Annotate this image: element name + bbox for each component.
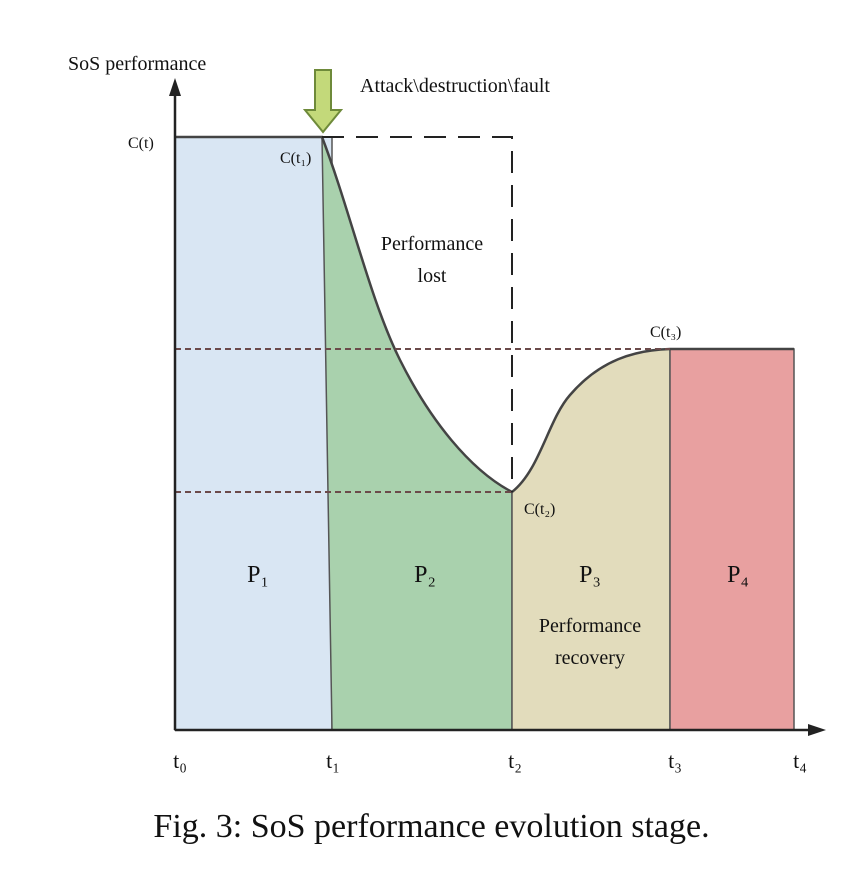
- performance-curve: [175, 135, 794, 494]
- tick-t4: t₄: [793, 748, 807, 773]
- figure-caption: Fig. 3: SoS performance evolution stage.: [153, 808, 710, 845]
- stage-p2-label: P₂: [414, 562, 436, 588]
- event-label: Attack\destruction\fault: [360, 75, 550, 97]
- stage-p1-region: [174, 136, 333, 731]
- level-c-t2-label: C(t₂): [524, 501, 555, 518]
- level-c-t1-label: C(t₁): [280, 150, 311, 167]
- stage-p4-region: [669, 348, 795, 731]
- level-c-t-label: C(t): [128, 135, 154, 152]
- stage-p3-label: P₃: [579, 562, 601, 588]
- performance-stage-diagram: SoS performance Attack\destruction\fault…: [68, 53, 826, 773]
- y-axis-arrowhead: [169, 78, 181, 96]
- performance-recovery-label-line2: recovery: [555, 647, 625, 669]
- baseline-dashed-line: [322, 136, 513, 492]
- y-axis-label: SoS performance: [68, 53, 206, 75]
- tick-t2: t₂: [508, 748, 522, 773]
- attack-arrow-icon: [302, 69, 344, 134]
- stage-p4-label: P₄: [727, 562, 749, 588]
- performance-recovery-label-line1: Performance: [539, 615, 641, 637]
- tick-t1: t₁: [326, 748, 340, 773]
- tick-t3: t₃: [668, 748, 682, 773]
- stage-p3-region: [511, 348, 671, 731]
- performance-lost-label-line1: Performance: [381, 233, 483, 255]
- tick-t0: t₀: [173, 748, 187, 773]
- x-axis-arrowhead: [808, 724, 826, 736]
- performance-lost-label-line2: lost: [418, 265, 447, 287]
- level-c-t3-label: C(t₃): [650, 324, 681, 341]
- stage-p1-label: P₁: [247, 562, 269, 588]
